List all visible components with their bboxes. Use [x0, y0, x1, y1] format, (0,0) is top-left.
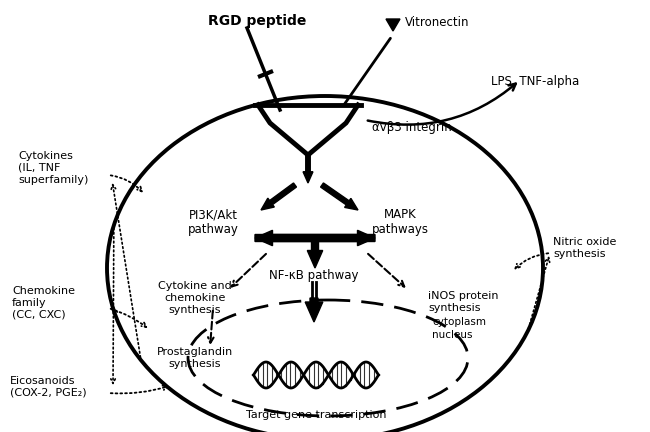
Text: Target gene transcription: Target gene transcription — [246, 410, 386, 420]
FancyArrow shape — [303, 155, 313, 183]
FancyArrow shape — [255, 230, 375, 246]
FancyArrow shape — [255, 230, 375, 246]
FancyArrow shape — [320, 183, 358, 210]
Text: Eicosanoids
(COX-2, PGE₂): Eicosanoids (COX-2, PGE₂) — [10, 376, 86, 398]
Text: NF-κB pathway: NF-κB pathway — [269, 269, 359, 282]
Text: MAPK
pathways: MAPK pathways — [372, 208, 428, 236]
FancyArrow shape — [261, 183, 296, 210]
Text: Prostaglandin
synthesis: Prostaglandin synthesis — [157, 347, 233, 369]
Text: Chemokine
family
(CC, CXC): Chemokine family (CC, CXC) — [12, 286, 75, 320]
FancyArrow shape — [307, 238, 322, 268]
Text: iNOS protein
synthesis: iNOS protein synthesis — [428, 291, 499, 313]
Text: Cytokine and
chemokine
synthesis: Cytokine and chemokine synthesis — [158, 281, 232, 314]
Polygon shape — [386, 19, 400, 31]
FancyArrow shape — [306, 298, 323, 322]
Text: cytoplasm: cytoplasm — [432, 317, 486, 327]
Text: LPS, TNF-alpha: LPS, TNF-alpha — [491, 76, 579, 89]
Text: Nitric oxide
synthesis: Nitric oxide synthesis — [553, 237, 616, 259]
Text: nucleus: nucleus — [432, 330, 473, 340]
Text: RGD peptide: RGD peptide — [208, 14, 306, 28]
Text: Vitronectin: Vitronectin — [405, 16, 469, 29]
Text: Cytokines
(IL, TNF
superfamily): Cytokines (IL, TNF superfamily) — [18, 151, 88, 184]
Text: αvβ3 integrin: αvβ3 integrin — [372, 121, 452, 134]
Text: PI3K/Akt
pathway: PI3K/Akt pathway — [188, 208, 239, 236]
Polygon shape — [262, 106, 354, 153]
